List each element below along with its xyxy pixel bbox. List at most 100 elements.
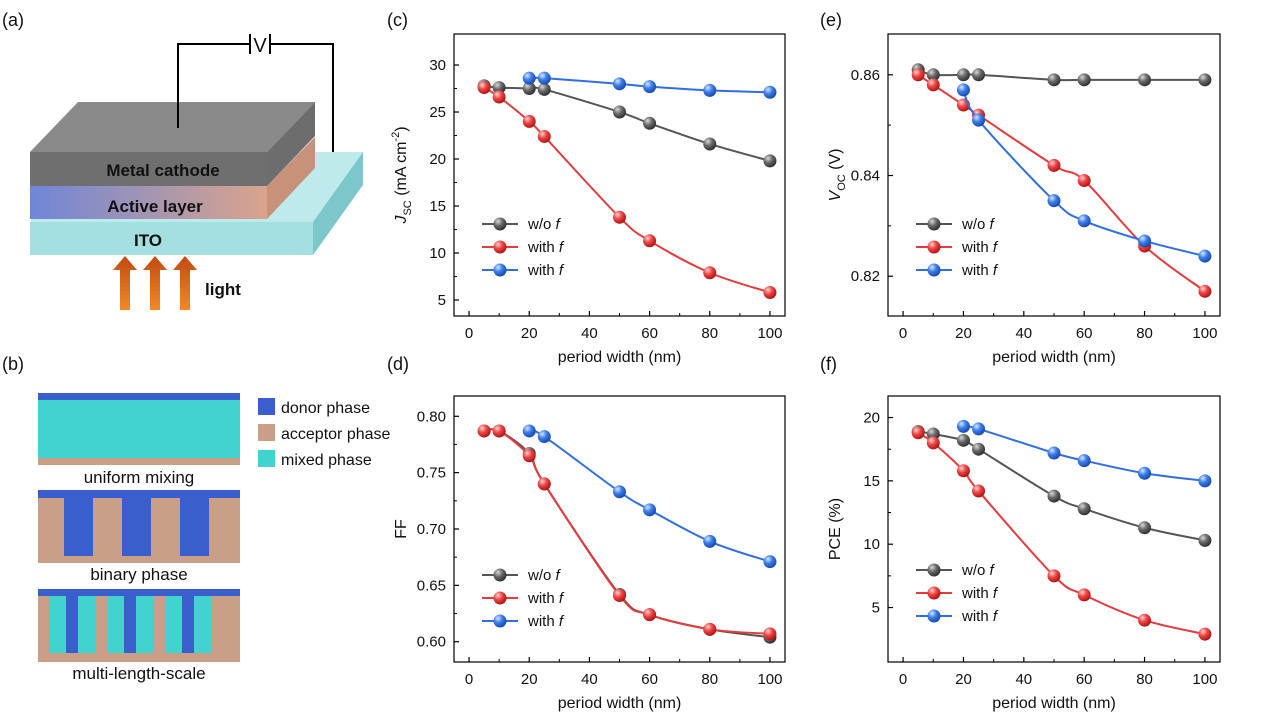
data-point xyxy=(1047,569,1061,583)
data-point xyxy=(956,419,970,433)
data-point xyxy=(522,424,536,438)
data-point xyxy=(911,426,925,440)
legend-marker xyxy=(493,240,507,254)
legend-label: with f xyxy=(527,262,565,279)
data-point xyxy=(763,555,777,569)
y-tick-label: 10 xyxy=(863,536,880,553)
data-point xyxy=(926,68,940,82)
cathode-front xyxy=(30,152,267,186)
data-point xyxy=(1047,73,1061,87)
data-point xyxy=(1047,446,1061,460)
x-tick-label: 100 xyxy=(757,671,782,688)
data-point xyxy=(643,80,657,94)
data-point xyxy=(1198,474,1212,488)
x-tick-label: 0 xyxy=(465,671,473,688)
data-point xyxy=(763,286,777,299)
x-tick-label: 0 xyxy=(465,325,473,342)
chart-e: 0 20 40 60 80 100 0.82 0.84 0.86 period width (nm… xyxy=(827,33,1221,366)
data-point xyxy=(1047,158,1061,172)
chart-f: 0 20 40 60 80 100 5 10 15 20 period width (nm) PCE … xyxy=(827,395,1221,712)
x-tick-label: 0 xyxy=(899,325,907,342)
y-tick-label: 5 xyxy=(872,600,880,617)
data-point xyxy=(492,81,506,95)
data-point xyxy=(522,114,536,128)
y-tick-label: 0.60 xyxy=(417,634,446,651)
data-point xyxy=(956,433,970,447)
y-tick-label: 25 xyxy=(429,104,446,121)
series-line xyxy=(528,429,771,563)
data-point xyxy=(972,484,986,498)
y-tick-label: 0.65 xyxy=(417,577,446,594)
y-tick-label: 15 xyxy=(429,198,446,215)
y-tick-label: 15 xyxy=(863,473,880,490)
y-tick-label: 0.80 xyxy=(417,408,446,425)
x-tick-label: 100 xyxy=(757,325,782,342)
x-tick-label: 60 xyxy=(641,325,658,342)
data-point xyxy=(911,68,925,82)
x-tick-label: 80 xyxy=(701,671,718,688)
active-layer-front xyxy=(30,186,267,219)
active-layer-label: Active layer xyxy=(107,197,203,216)
x-tick-label: 80 xyxy=(1136,325,1153,342)
x-tick-label: 0 xyxy=(899,671,907,688)
legend-label-mixed: mixed phase xyxy=(281,452,372,469)
uniform-mixing-schematic xyxy=(38,393,240,465)
panel-label-a: (a) xyxy=(2,10,24,30)
data-point xyxy=(522,71,536,85)
legend-label: with f xyxy=(961,585,999,602)
data-point xyxy=(1198,284,1212,298)
series-line xyxy=(962,89,1206,258)
legend-marker xyxy=(927,240,941,254)
x-axis-label: period width (nm) xyxy=(558,695,682,712)
legend-label-donor: donor phase xyxy=(281,400,370,417)
data-point xyxy=(1198,627,1212,641)
x-tick-label: 100 xyxy=(1192,325,1217,342)
data-point xyxy=(956,464,970,478)
data-point xyxy=(1138,234,1152,248)
data-point xyxy=(972,113,986,127)
legend-swatch-donor xyxy=(258,398,275,415)
data-point xyxy=(703,137,717,151)
panel-a: (a) V ITO Active layer Metal cathode lig… xyxy=(2,10,363,310)
data-point xyxy=(613,210,626,224)
data-point xyxy=(537,71,551,85)
x-tick-label: 80 xyxy=(1136,671,1153,688)
legend-label: w/o f xyxy=(961,216,996,233)
legend-marker xyxy=(493,591,507,605)
x-tick-label: 100 xyxy=(1192,671,1217,688)
data-point xyxy=(1077,502,1091,516)
legend-label-acceptor: acceptor phase xyxy=(281,426,391,443)
data-point xyxy=(643,608,657,622)
voltage-label: V xyxy=(253,35,267,57)
legend-label: with f xyxy=(961,239,999,256)
y-tick-label: 0.86 xyxy=(851,67,880,84)
data-point xyxy=(926,78,940,92)
data-point xyxy=(643,234,657,248)
x-tick-label: 20 xyxy=(955,671,972,688)
data-point xyxy=(1198,249,1212,263)
data-point xyxy=(1047,194,1061,208)
y-tick-label: 20 xyxy=(429,151,446,168)
legend-marker xyxy=(927,609,941,623)
data-point xyxy=(537,477,551,491)
light-arrow-icon xyxy=(113,256,137,310)
data-point xyxy=(1077,454,1091,468)
y-tick-label: 5 xyxy=(438,292,446,309)
x-tick-label: 20 xyxy=(521,325,538,342)
data-point xyxy=(972,68,986,82)
y-tick-label: 20 xyxy=(863,410,880,427)
cathode-side xyxy=(267,102,315,186)
cathode-top xyxy=(30,102,315,152)
panel-b: (b) uniform mixing binary phase xyxy=(2,354,391,683)
light-arrow-icon xyxy=(173,256,197,310)
x-axis-label: period width (nm) xyxy=(992,349,1116,366)
data-point xyxy=(477,81,491,95)
legend-marker xyxy=(493,614,507,628)
data-point xyxy=(537,430,551,444)
data-point xyxy=(537,129,551,143)
data-point xyxy=(1047,489,1061,503)
data-point xyxy=(643,503,657,517)
data-point xyxy=(537,82,551,96)
light-arrow-icon xyxy=(143,256,167,310)
